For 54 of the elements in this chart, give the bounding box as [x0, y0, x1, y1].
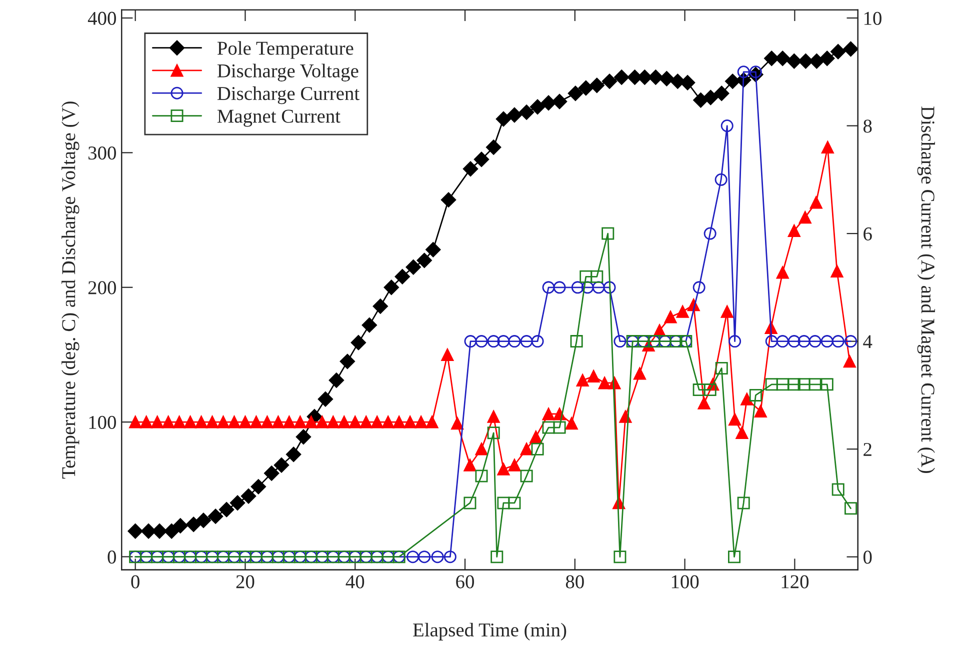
point [570, 335, 583, 348]
x-tick-label: 80 [566, 575, 584, 588]
y-axis-title: Temperature (deg. C) and Discharge Voltage (V) [62, 102, 80, 479]
point [798, 378, 810, 391]
y-tick-label: 300 [88, 146, 116, 160]
y-tick-label: 0 [108, 550, 116, 564]
point [765, 378, 778, 391]
point [508, 496, 521, 510]
x-tick-label: 60 [456, 575, 474, 588]
y2-tick-label: 0 [863, 550, 872, 564]
point [844, 502, 857, 515]
legend-label: Discharge Current [217, 86, 360, 104]
point [580, 270, 592, 283]
x-tick-label: 100 [672, 575, 699, 588]
x-tick-label: 40 [346, 575, 364, 588]
y-tick-label: 100 [89, 416, 116, 429]
y2-tick-label: 8 [863, 120, 872, 133]
y2-tick-label: 4 [863, 335, 872, 348]
y-tick-label: 400 [88, 12, 116, 25]
point [820, 378, 834, 391]
point [475, 470, 488, 482]
y2-axis-title: Discharge Current (A) and Magnet Current (A) [917, 106, 935, 473]
point [531, 442, 544, 456]
point [728, 550, 741, 564]
point [749, 388, 762, 402]
point [737, 496, 750, 510]
legend-label: Magnet Current [217, 110, 340, 127]
x-axis-title: Elapsed Time (min) [413, 622, 566, 640]
point [788, 378, 800, 391]
y2-tick-label: 6 [864, 227, 872, 240]
point [487, 426, 500, 440]
y2-tick-label: 10 [864, 12, 882, 25]
legend-label: Discharge Voltage [217, 64, 358, 82]
point [832, 483, 844, 496]
point [614, 550, 626, 564]
point [776, 378, 789, 391]
point [590, 270, 604, 283]
legend-label: Pole Temperature [217, 41, 354, 59]
x-tick-label: 20 [236, 575, 254, 588]
point [542, 421, 555, 434]
y-tick-label: 200 [88, 281, 116, 294]
point [602, 227, 614, 240]
x-tick-label: 0 [131, 575, 140, 588]
point [553, 421, 566, 434]
point [490, 550, 504, 564]
point [520, 470, 533, 482]
point [692, 384, 706, 396]
y2-tick-label: 2 [864, 442, 872, 456]
point [704, 384, 716, 396]
point [715, 362, 728, 374]
x-tick-label: 120 [782, 575, 809, 588]
point [497, 496, 510, 510]
point [464, 496, 476, 510]
point [808, 378, 822, 391]
